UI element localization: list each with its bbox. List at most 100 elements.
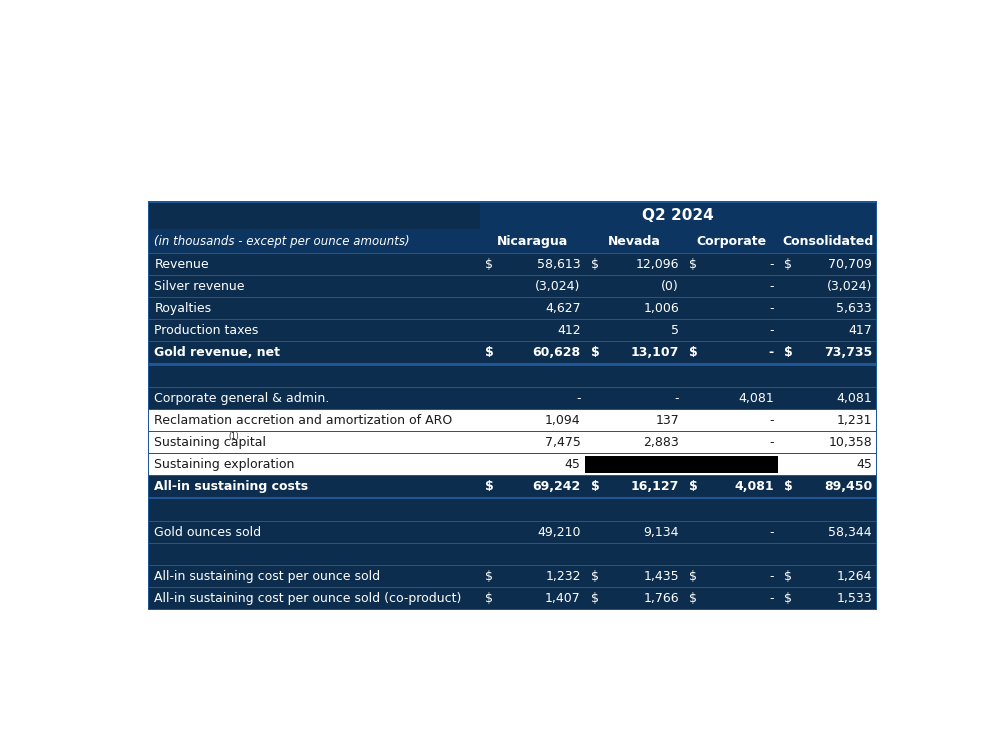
Bar: [480, 202, 877, 229]
Text: All-in sustaining costs: All-in sustaining costs: [154, 480, 309, 494]
Bar: [585, 230, 684, 253]
Text: (3,024): (3,024): [827, 280, 872, 293]
Text: Royalties: Royalties: [154, 302, 212, 315]
Text: 1,407: 1,407: [545, 592, 581, 605]
Bar: [148, 500, 877, 520]
Text: 2,883: 2,883: [643, 436, 679, 449]
Text: 4,081: 4,081: [836, 392, 872, 405]
Text: 412: 412: [557, 324, 581, 338]
Text: $: $: [485, 258, 493, 271]
Bar: [148, 454, 877, 476]
Text: 12,096: 12,096: [636, 258, 679, 271]
Text: 13,107: 13,107: [631, 346, 679, 359]
Text: -: -: [769, 526, 774, 538]
Text: (3,024): (3,024): [535, 280, 581, 293]
Text: -: -: [769, 324, 774, 338]
Bar: [148, 364, 877, 366]
Bar: [148, 320, 877, 341]
Text: -: -: [769, 592, 774, 605]
Text: 1,766: 1,766: [643, 592, 679, 605]
Text: $: $: [689, 570, 697, 583]
Bar: [148, 298, 877, 320]
Text: 1,094: 1,094: [545, 414, 581, 427]
Text: Reclamation accretion and amortization of ARO: Reclamation accretion and amortization o…: [154, 414, 453, 427]
Text: 70,709: 70,709: [828, 258, 872, 271]
Text: $: $: [784, 346, 793, 359]
Text: 45: 45: [565, 458, 581, 471]
Text: $: $: [591, 258, 599, 271]
Text: Nicaragua: Nicaragua: [497, 235, 568, 248]
Text: 1,231: 1,231: [837, 414, 872, 427]
Text: 9,134: 9,134: [644, 526, 679, 538]
Text: 4,627: 4,627: [545, 302, 581, 315]
Text: Gold ounces sold: Gold ounces sold: [154, 526, 262, 538]
Text: Silver revenue: Silver revenue: [154, 280, 245, 293]
Bar: [148, 588, 877, 609]
Text: -: -: [769, 280, 774, 293]
Bar: [148, 230, 480, 253]
Text: -: -: [576, 392, 581, 405]
Text: 73,735: 73,735: [824, 346, 872, 359]
Text: Sustaining capital: Sustaining capital: [154, 436, 266, 449]
Text: -: -: [769, 414, 774, 427]
Text: $: $: [591, 592, 599, 605]
Bar: [148, 342, 877, 364]
Text: All-in sustaining cost per ounce sold: All-in sustaining cost per ounce sold: [154, 570, 381, 583]
Text: 89,450: 89,450: [824, 480, 872, 494]
Text: Production taxes: Production taxes: [154, 324, 259, 338]
Text: 10,358: 10,358: [828, 436, 872, 449]
Text: $: $: [485, 592, 493, 605]
Bar: [148, 544, 877, 565]
Text: All-in sustaining cost per ounce sold (co-product): All-in sustaining cost per ounce sold (c…: [154, 592, 462, 605]
Bar: [148, 410, 877, 431]
Text: $: $: [591, 480, 600, 494]
Text: Corporate: Corporate: [696, 235, 766, 248]
Text: -: -: [769, 346, 774, 359]
Text: 60,628: 60,628: [533, 346, 581, 359]
Bar: [684, 230, 778, 253]
Text: 58,344: 58,344: [828, 526, 872, 538]
Text: -: -: [675, 392, 679, 405]
Text: (in thousands - except per ounce amounts): (in thousands - except per ounce amounts…: [154, 235, 409, 248]
Text: $: $: [591, 570, 599, 583]
Text: Gold revenue, net: Gold revenue, net: [154, 346, 280, 359]
Text: Sustaining exploration: Sustaining exploration: [154, 458, 295, 471]
Bar: [480, 230, 585, 253]
Bar: [778, 230, 877, 253]
Bar: [148, 202, 480, 229]
Text: -: -: [769, 570, 774, 583]
Text: Consolidated: Consolidated: [782, 235, 873, 248]
Text: 137: 137: [655, 414, 679, 427]
Text: $: $: [689, 346, 698, 359]
Text: 417: 417: [848, 324, 872, 338]
Text: 16,127: 16,127: [631, 480, 679, 494]
Text: 1,533: 1,533: [836, 592, 872, 605]
Text: 69,242: 69,242: [532, 480, 581, 494]
Text: 4,081: 4,081: [738, 392, 774, 405]
Text: $: $: [485, 346, 494, 359]
Text: $: $: [784, 570, 792, 583]
Text: 45: 45: [856, 458, 872, 471]
Bar: [148, 276, 877, 297]
Text: (0): (0): [661, 280, 679, 293]
Text: 5: 5: [671, 324, 679, 338]
Text: -: -: [769, 258, 774, 271]
Text: Corporate general & admin.: Corporate general & admin.: [154, 392, 330, 405]
Text: 5,633: 5,633: [836, 302, 872, 315]
Bar: [148, 497, 877, 500]
Text: $: $: [784, 480, 793, 494]
Text: $: $: [784, 258, 792, 271]
Bar: [148, 202, 149, 610]
Bar: [148, 388, 877, 409]
Text: Q2 2024: Q2 2024: [642, 208, 714, 223]
Text: (1): (1): [229, 432, 239, 441]
Text: Nevada: Nevada: [608, 235, 661, 248]
Text: $: $: [485, 480, 494, 494]
Bar: [148, 253, 877, 254]
Text: 1,264: 1,264: [837, 570, 872, 583]
Text: 49,210: 49,210: [537, 526, 581, 538]
Bar: [148, 476, 877, 497]
Text: Revenue: Revenue: [154, 258, 209, 271]
Text: 1,232: 1,232: [545, 570, 581, 583]
Text: 58,613: 58,613: [537, 258, 581, 271]
